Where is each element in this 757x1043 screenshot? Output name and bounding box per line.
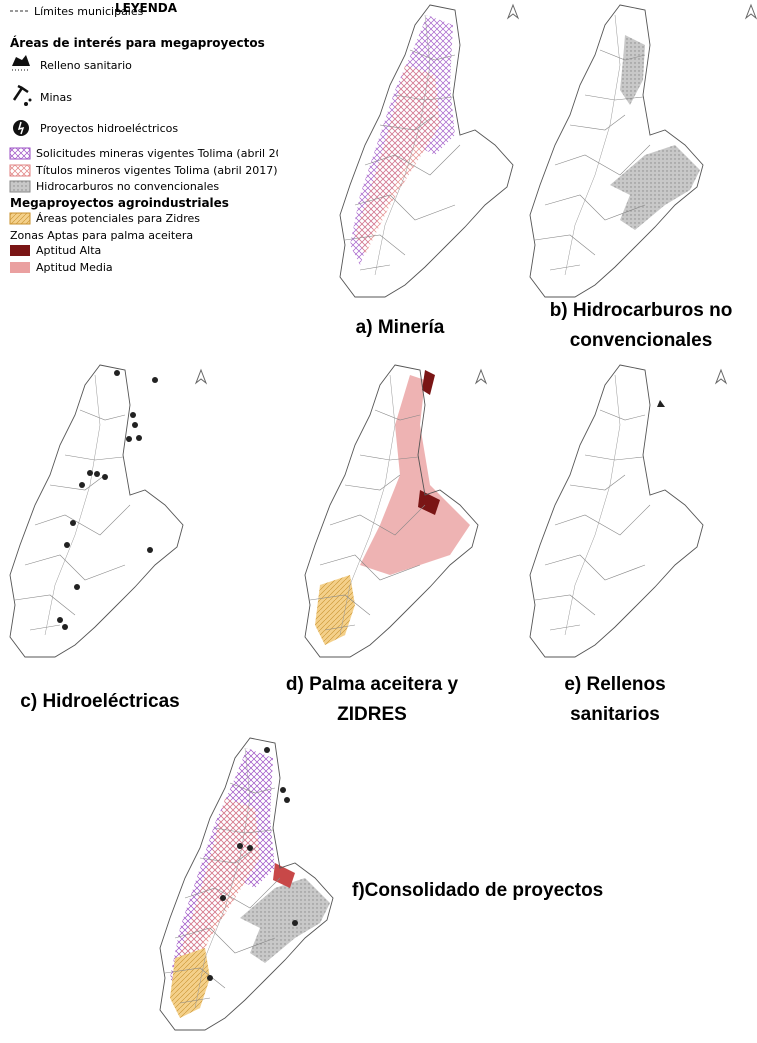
caption: e) Rellenos sanitarios: [530, 670, 700, 730]
caption: a) Minería: [330, 313, 470, 343]
caption-line: d) Palma aceitera y: [285, 674, 459, 695]
legend-item: Aptitud Alta: [36, 244, 102, 257]
map-hidrocarburos: [529, 4, 757, 298]
legend-title: LEYENDA: [115, 1, 178, 15]
caption-line: f)Consolidado de proyectos: [352, 880, 604, 901]
map-rellenos: [529, 364, 727, 658]
legend-icons: [9, 10, 32, 273]
legend-subheading: Zonas Aptas para palma aceitera: [10, 229, 194, 242]
legend-heading: Megaproyectos agroindustriales: [10, 196, 229, 210]
map-mineria: [339, 4, 519, 298]
caption-line: a) Minería: [355, 317, 445, 338]
legend-item: Relleno sanitario: [40, 59, 132, 72]
legend-item: Minas: [40, 91, 72, 104]
legend-item: Áreas potenciales para Zidres: [36, 212, 201, 225]
caption-line: b) Hidrocarburos no: [549, 300, 733, 321]
map-hidroelectricas: [9, 364, 207, 658]
caption-line: e) Rellenos: [564, 674, 666, 695]
map-palma: [304, 364, 487, 658]
caption-line: ZIDRES: [337, 704, 407, 725]
caption-line: sanitarios: [570, 704, 660, 725]
legend-item: Hidrocarburos no convencionales: [36, 180, 220, 193]
legend-item: Límites municipales: [34, 5, 144, 18]
legend-item: Proyectos hidroeléctricos: [40, 122, 179, 135]
caption: c) Hidroeléctricas: [0, 687, 200, 717]
caption: d) Palma aceitera y ZIDRES: [262, 670, 482, 730]
caption: f)Consolidado de proyectos: [352, 876, 642, 906]
legend-item: Aptitud Media: [36, 261, 113, 274]
caption-line: convencionales: [569, 330, 713, 351]
caption: b) Hidrocarburos no convencionales: [525, 296, 757, 356]
legend-item: Títulos mineros vigentes Tolima (abril 2…: [36, 164, 278, 177]
map-consolidado: [159, 737, 334, 1031]
legend-item: Solicitudes mineras vigentes Tolima (abr…: [36, 147, 278, 160]
legend-heading: Áreas de interés para megaproyectos: [10, 36, 265, 50]
caption-line: c) Hidroeléctricas: [20, 691, 180, 712]
